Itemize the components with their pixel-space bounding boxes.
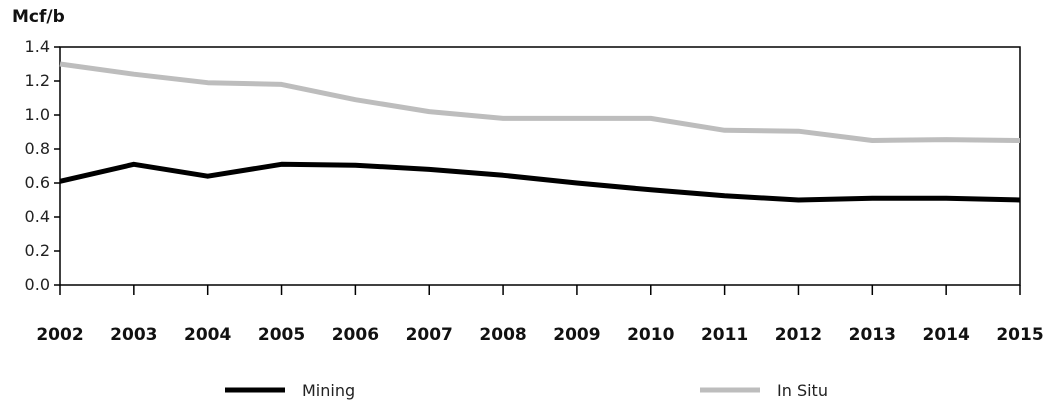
x-tick-label: 2009 [553, 325, 600, 345]
y-axis: 0.0 0.2 0.4 0.6 0.8 1.0 1.2 1.4 [25, 37, 60, 294]
series-line-in-situ [59, 61, 1021, 143]
series-line-mining [59, 161, 1021, 203]
plot-frame [59, 46, 1021, 286]
y-axis-unit-label: Mcf/b [12, 7, 65, 27]
x-tick-label: 2007 [406, 325, 453, 345]
x-tick-label: 2013 [849, 325, 896, 345]
x-tick-label: 2011 [701, 325, 748, 345]
x-tick-label: 2010 [627, 325, 674, 345]
series-lines [59, 61, 1021, 203]
y-tick-label: 0.2 [25, 241, 50, 260]
y-tick-label: 1.0 [25, 105, 50, 124]
y-tick-label: 1.4 [25, 37, 50, 56]
legend-label-mining: Mining [302, 381, 355, 400]
x-tick-label: 2015 [996, 325, 1043, 345]
x-tick-label: 2006 [332, 325, 379, 345]
y-tick-label: 0.6 [25, 173, 50, 192]
y-tick-label: 0.0 [25, 275, 50, 294]
x-tick-label: 2005 [258, 325, 305, 345]
legend-label-in-situ: In Situ [777, 381, 828, 400]
x-tick-label: 2008 [479, 325, 526, 345]
x-tick-label: 2002 [36, 325, 83, 345]
x-tick-label: 2012 [775, 325, 822, 345]
x-tick-label: 2003 [110, 325, 157, 345]
y-tick-label: 1.2 [25, 71, 50, 90]
y-tick-label: 0.4 [25, 207, 50, 226]
x-tick-label: 2004 [184, 325, 231, 345]
legend: Mining In Situ [225, 381, 828, 400]
x-axis: 2002 2003 2004 2005 2006 2007 2008 2009 2010 2011… [36, 285, 1044, 345]
y-tick-label: 0.8 [25, 139, 50, 158]
x-tick-label: 2014 [922, 325, 969, 345]
